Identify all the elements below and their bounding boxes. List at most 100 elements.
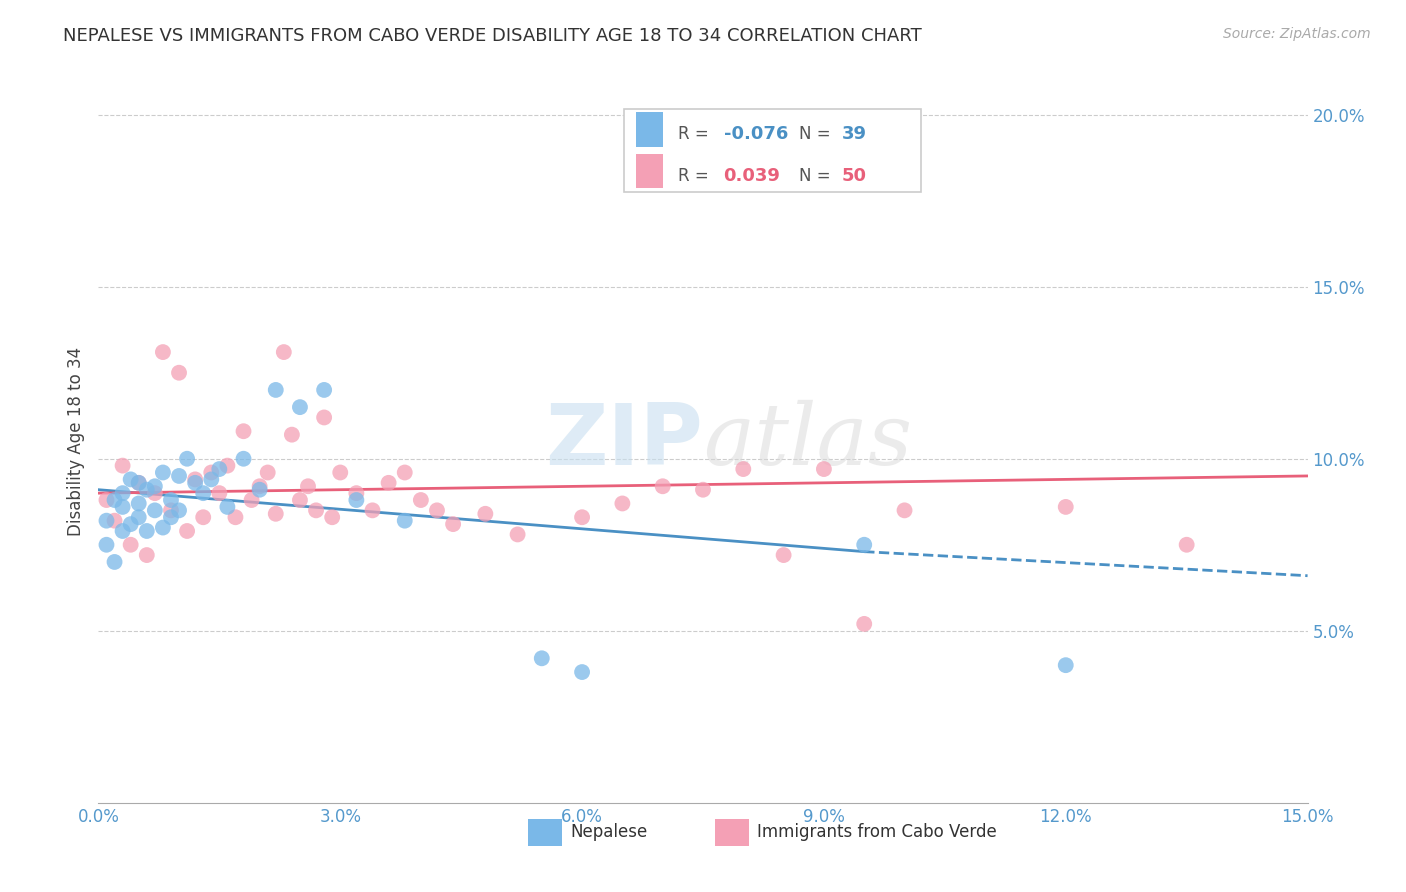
Point: [409, 493, 432, 508]
Text: 0.039: 0.039: [724, 167, 780, 185]
Text: atlas: atlas: [703, 401, 912, 483]
Point: [314, 383, 336, 397]
Point: [217, 458, 239, 473]
Point: [249, 483, 271, 497]
Point: [240, 493, 263, 508]
Point: [264, 383, 287, 397]
Point: [200, 466, 222, 480]
Point: [184, 472, 207, 486]
Text: -0.076: -0.076: [724, 125, 787, 144]
Point: [152, 466, 174, 480]
Text: N =: N =: [799, 125, 835, 144]
Point: [208, 462, 231, 476]
Text: R =: R =: [678, 125, 714, 144]
Point: [103, 514, 125, 528]
Point: [128, 475, 150, 490]
Point: [377, 475, 399, 490]
Point: [167, 366, 190, 380]
Point: [200, 472, 222, 486]
Point: [135, 548, 157, 562]
Point: [506, 527, 529, 541]
Bar: [716, 819, 749, 847]
Point: [96, 538, 118, 552]
Y-axis label: Disability Age 18 to 34: Disability Age 18 to 34: [66, 347, 84, 536]
Point: [853, 538, 876, 552]
Point: [232, 424, 254, 438]
Point: [96, 514, 118, 528]
Text: Immigrants from Cabo Verde: Immigrants from Cabo Verde: [758, 822, 997, 840]
Point: [120, 517, 142, 532]
Point: [224, 510, 246, 524]
Point: [474, 507, 496, 521]
Point: [361, 503, 384, 517]
Point: [135, 483, 157, 497]
Point: [160, 493, 183, 508]
Point: [96, 493, 118, 508]
Point: [1054, 658, 1077, 673]
Point: [297, 479, 319, 493]
Point: [103, 493, 125, 508]
Point: [651, 479, 673, 493]
FancyBboxPatch shape: [624, 109, 921, 193]
Bar: [637, 153, 664, 188]
Point: [772, 548, 794, 562]
Point: [256, 466, 278, 480]
Text: N =: N =: [799, 167, 835, 185]
Point: [128, 496, 150, 510]
Point: [394, 514, 416, 528]
Text: 39: 39: [842, 125, 868, 144]
Point: [288, 493, 311, 508]
Point: [288, 400, 311, 414]
Point: [813, 462, 835, 476]
Point: [281, 427, 304, 442]
Point: [321, 510, 343, 524]
Point: [893, 503, 915, 517]
Point: [111, 458, 134, 473]
Point: [441, 517, 464, 532]
Point: [249, 479, 271, 493]
Point: [111, 500, 134, 514]
Point: [160, 510, 183, 524]
Point: [530, 651, 553, 665]
Point: [733, 462, 755, 476]
Point: [1054, 500, 1077, 514]
Point: [128, 510, 150, 524]
Point: [314, 410, 336, 425]
Point: [143, 503, 166, 517]
Point: [128, 475, 150, 490]
Point: [111, 524, 134, 538]
Point: [167, 469, 190, 483]
Point: [344, 493, 367, 508]
Point: [193, 486, 215, 500]
Point: [176, 451, 198, 466]
Point: [208, 486, 231, 500]
Point: [612, 496, 634, 510]
Point: [273, 345, 295, 359]
Point: [853, 616, 876, 631]
Point: [571, 510, 593, 524]
Point: [103, 555, 125, 569]
Point: [111, 486, 134, 500]
Point: [160, 503, 183, 517]
Point: [152, 520, 174, 534]
Text: R =: R =: [678, 167, 714, 185]
Text: Source: ZipAtlas.com: Source: ZipAtlas.com: [1223, 27, 1371, 41]
Point: [152, 345, 174, 359]
Point: [426, 503, 449, 517]
Point: [1175, 538, 1198, 552]
Point: [184, 475, 207, 490]
Point: [143, 486, 166, 500]
Text: 50: 50: [842, 167, 868, 185]
Point: [344, 486, 367, 500]
Point: [305, 503, 328, 517]
Bar: [527, 819, 561, 847]
Point: [135, 524, 157, 538]
Point: [394, 466, 416, 480]
Bar: [637, 112, 664, 147]
Point: [120, 472, 142, 486]
Point: [264, 507, 287, 521]
Point: [329, 466, 352, 480]
Text: Nepalese: Nepalese: [569, 822, 647, 840]
Point: [193, 510, 215, 524]
Text: ZIP: ZIP: [546, 400, 703, 483]
